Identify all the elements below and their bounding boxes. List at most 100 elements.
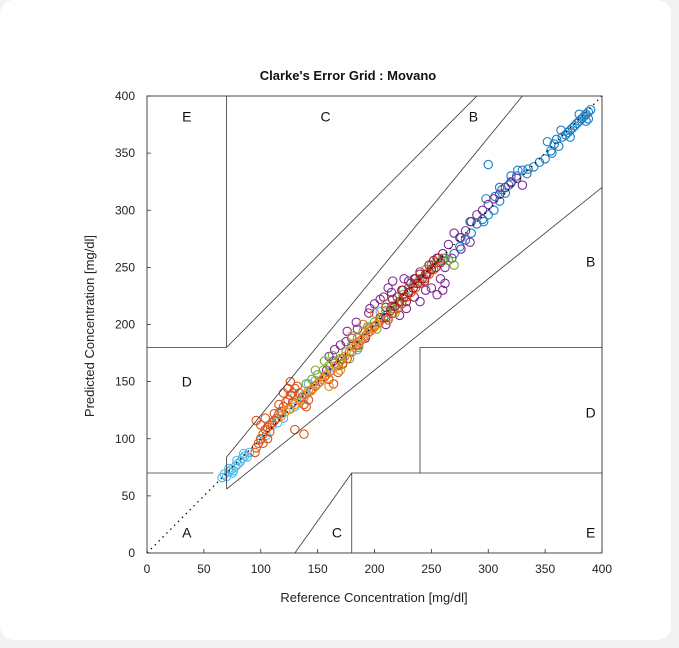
zone-boundary-line <box>226 96 523 490</box>
y-tick-label: 150 <box>115 375 135 389</box>
data-point-series-3 <box>387 301 398 311</box>
zone-boundary-line <box>294 472 353 553</box>
data-point-series-2 <box>551 134 562 145</box>
x-tick-label: 0 <box>144 562 151 576</box>
data-point-series-2 <box>547 148 557 158</box>
data-point-series-5 <box>378 312 389 323</box>
data-point-series-3 <box>387 276 398 286</box>
data-point-series-3 <box>341 336 351 347</box>
data-point-series-5 <box>276 406 286 417</box>
data-point-series-3 <box>364 308 374 318</box>
data-point-series-3 <box>426 283 437 293</box>
clarke-error-grid-chart: Clarke's Error Grid : Movano 0 50 100 150 20… <box>82 68 612 605</box>
x-tick-label: 350 <box>535 562 555 576</box>
data-point-series-2 <box>569 120 580 131</box>
data-point-series-3 <box>369 299 380 309</box>
data-point-series-5 <box>269 408 280 419</box>
data-point-series-5 <box>296 392 307 403</box>
data-point-series-2 <box>567 123 578 133</box>
zone-label-d: D <box>586 404 596 420</box>
data-point-series-5 <box>383 315 393 325</box>
data-point-series-3 <box>489 194 499 204</box>
data-point-series-5 <box>283 395 293 405</box>
data-point-series-6 <box>335 365 346 375</box>
y-tick-label: 350 <box>115 146 135 160</box>
x-tick-label: 150 <box>308 562 328 576</box>
data-point-series-4 <box>372 324 382 334</box>
zone-label-a: A <box>182 524 192 540</box>
data-point-series-6 <box>358 319 368 330</box>
data-point-series-5 <box>283 383 293 394</box>
data-point-series-7 <box>419 276 430 286</box>
data-point-series-2 <box>556 125 566 136</box>
data-point-series-3 <box>472 210 482 220</box>
x-axis-ticks: 0 50 100 150 200 250 300 350 400 <box>144 549 612 576</box>
zone-label-e: E <box>182 109 191 125</box>
data-point-series-3 <box>415 296 425 307</box>
data-point-series-7 <box>387 294 398 305</box>
data-point-series-3 <box>394 310 405 321</box>
data-point-series-2 <box>500 188 511 198</box>
data-point-series-1 <box>403 283 414 293</box>
zone-label-d: D <box>182 374 192 390</box>
data-point-series-3 <box>435 274 446 284</box>
data-point-series-3 <box>378 292 389 302</box>
data-point-series-5 <box>346 347 357 357</box>
data-point-series-2 <box>494 182 505 193</box>
data-point-series-5 <box>299 429 309 439</box>
data-point-series-5 <box>278 402 289 412</box>
data-point-series-5 <box>274 399 284 410</box>
data-point-series-3 <box>403 276 414 286</box>
data-point-series-4 <box>381 306 391 316</box>
x-tick-label: 100 <box>251 562 271 576</box>
data-point-series-3 <box>483 199 493 210</box>
data-point-series-5 <box>294 388 305 398</box>
identity-diagonal-line <box>146 95 603 554</box>
data-point-series-5 <box>342 354 352 364</box>
data-point-series-5 <box>269 415 280 426</box>
data-point-series-3 <box>353 340 364 350</box>
data-point-series-2 <box>583 114 594 124</box>
data-point-series-5 <box>285 376 296 387</box>
zone-label-e: E <box>586 524 595 540</box>
data-point-series-3 <box>517 180 528 190</box>
data-point-series-5 <box>265 427 275 437</box>
data-point-series-1 <box>267 420 277 430</box>
data-point-series-3 <box>381 319 391 330</box>
y-axis-label: Predicted Concentration [mg/dl] <box>82 235 97 417</box>
data-point-series-3 <box>500 182 511 193</box>
y-tick-label: 50 <box>122 489 136 503</box>
data-point-series-3 <box>335 340 346 350</box>
zone-boundaries <box>147 96 602 553</box>
data-point-series-3 <box>443 239 454 250</box>
data-point-series-3 <box>477 205 488 216</box>
y-axis-ticks: 0 50 100 150 200 250 300 350 400 <box>115 89 151 560</box>
data-point-series-3 <box>460 226 471 236</box>
data-point-series-5 <box>250 447 260 458</box>
y-tick-label: 300 <box>115 203 135 217</box>
data-point-series-4 <box>353 342 364 353</box>
data-point-series-6 <box>381 299 391 309</box>
data-point-series-5 <box>285 390 296 401</box>
data-point-series-5 <box>319 372 330 382</box>
data-point-series-5 <box>255 420 266 430</box>
data-point-series-5 <box>255 433 266 444</box>
data-point-series-2 <box>583 107 594 117</box>
data-point-series-6 <box>346 331 357 341</box>
data-point-series-2 <box>483 210 493 220</box>
data-point-series-2 <box>455 242 465 252</box>
data-point-series-3 <box>437 285 448 295</box>
data-point-series-4 <box>335 354 346 364</box>
x-axis-label: Reference Concentration [mg/dl] <box>280 590 467 605</box>
y-tick-label: 200 <box>115 318 135 332</box>
zone-label-b: B <box>469 109 478 125</box>
data-point-series-4 <box>319 356 330 366</box>
data-point-series-4 <box>437 253 448 263</box>
data-point-series-4 <box>449 260 459 270</box>
zone-boundary-line <box>147 96 478 348</box>
data-point-series-5 <box>260 413 271 423</box>
data-point-series-7 <box>428 255 439 266</box>
data-point-series-2 <box>477 214 488 225</box>
data-point-series-2 <box>506 171 516 181</box>
data-point-series-5 <box>292 381 302 391</box>
